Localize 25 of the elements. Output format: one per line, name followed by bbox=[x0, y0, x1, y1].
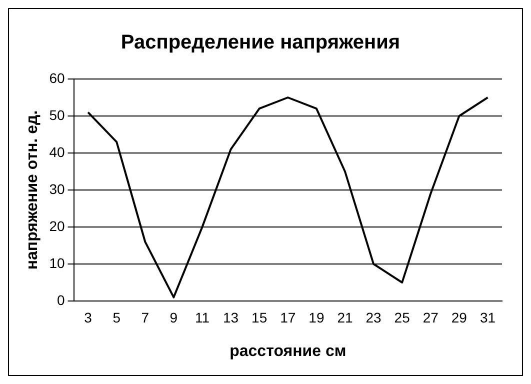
x-tick-label: 3 bbox=[84, 309, 92, 326]
x-tick-label: 17 bbox=[280, 309, 296, 326]
x-tick-label: 19 bbox=[308, 309, 324, 326]
x-axis-title: расстояние см bbox=[230, 342, 346, 360]
x-tick-label: 15 bbox=[252, 309, 268, 326]
x-tick-label: 21 bbox=[337, 309, 353, 326]
x-tick-label: 29 bbox=[451, 309, 468, 326]
x-tick-label: 5 bbox=[112, 309, 121, 326]
y-tick-label: 20 bbox=[49, 218, 65, 234]
y-axis-title: напряжение отн. ед. bbox=[24, 110, 42, 270]
y-tick-label: 50 bbox=[49, 106, 65, 123]
x-tick-label: 23 bbox=[366, 309, 382, 326]
x-tick-label: 13 bbox=[223, 309, 239, 326]
x-tick-label: 31 bbox=[480, 309, 496, 326]
y-tick-label: 30 bbox=[49, 180, 65, 197]
x-tick-label: 7 bbox=[141, 309, 150, 326]
y-tick-label: 0 bbox=[56, 292, 65, 308]
x-tick-label: 27 bbox=[422, 309, 439, 326]
x-tick-label: 11 bbox=[194, 309, 210, 326]
y-tick-label: 40 bbox=[49, 144, 65, 160]
chart-title: Распределение напряжения bbox=[120, 32, 400, 54]
y-tick-label: 60 bbox=[49, 70, 65, 86]
x-tick-label: 25 bbox=[394, 309, 410, 326]
x-tick-label: 9 bbox=[170, 309, 178, 326]
y-tick-label: 10 bbox=[49, 254, 65, 271]
